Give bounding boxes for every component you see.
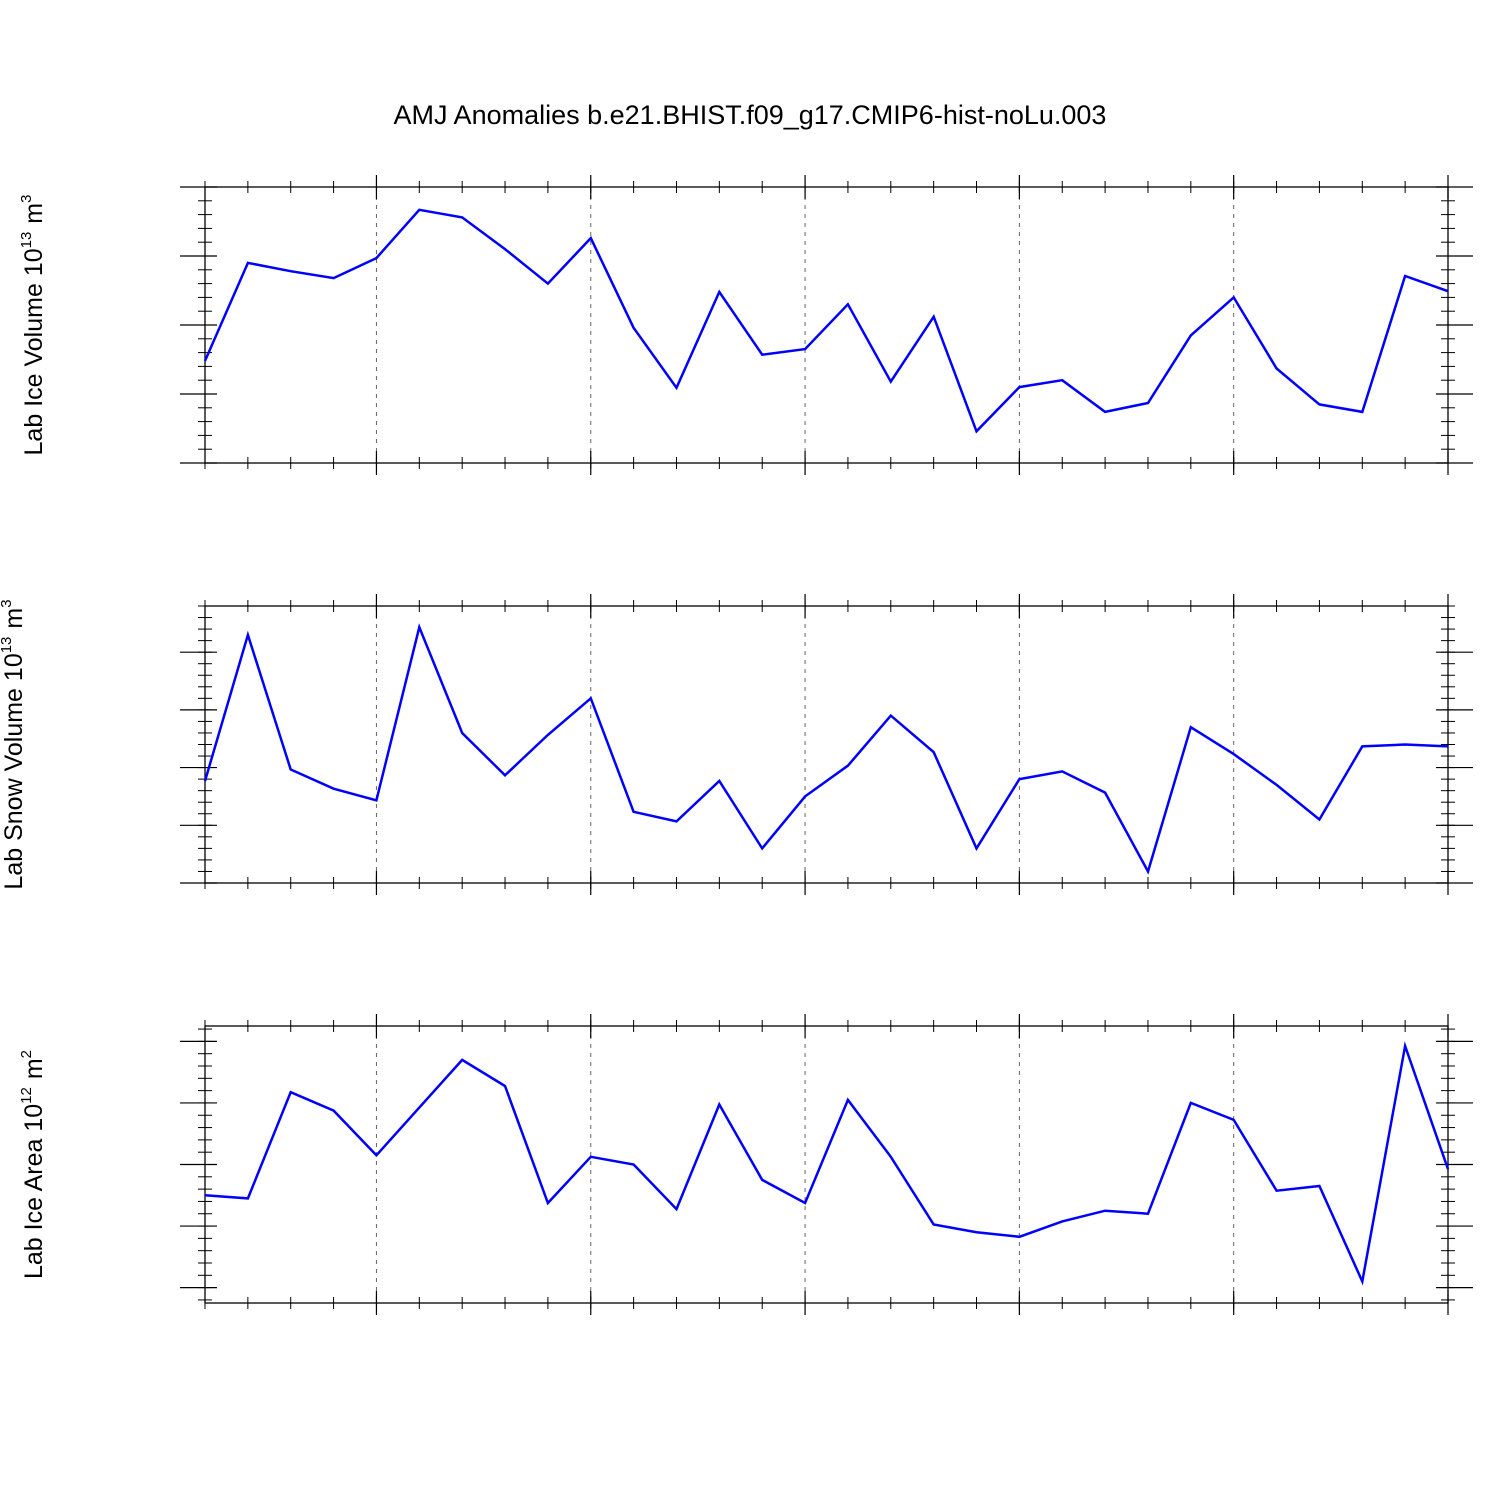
series-line (204, 1041, 1450, 1286)
chart-panel-3: Lab Ice Area 1012 m2 (18, 1014, 1473, 1315)
y-axis-label: Lab Ice Volume 1013 m3 (18, 195, 48, 456)
figure-title: AMJ Anomalies b.e21.BHIST.f09_g17.CMIP6-… (394, 100, 1107, 130)
plot-frame (204, 605, 1449, 884)
y-axis-label-ylabel-exp: 13 (18, 232, 35, 249)
y-axis-label: Lab Ice Area 1012 m2 (18, 1050, 48, 1279)
y-axis-label-ylabel-exp: 13 (0, 637, 15, 654)
y-axis-label-ylabel-unit-exp: 2 (18, 1050, 35, 1058)
chart-panel-1: Lab Ice Volume 1013 m3 (18, 175, 1473, 475)
chart-panel-2: Lab Snow Volume 1013 m3 (0, 594, 1473, 895)
y-axis-label-ylabel: Lab Snow Volume 10 (0, 653, 28, 889)
y-axis-label-ylabel: Lab Ice Area 10 (20, 1104, 48, 1279)
y-axis-label-ylabel-exp: 12 (18, 1087, 35, 1104)
y-axis-label-ylabel-unit-exp: 3 (0, 599, 15, 607)
y-axis-label-ylabel-unit: m (0, 608, 28, 629)
y-axis-label-ylabel-unit: m (20, 1058, 48, 1079)
y-axis-label-ylabel-unit: m (20, 203, 48, 224)
plot-frame (204, 1025, 1449, 1304)
y-axis-label-ylabel-unit-exp: 3 (18, 195, 35, 203)
series-line (203, 623, 1449, 875)
series-line (203, 208, 1449, 434)
plot-frame (204, 186, 1449, 464)
y-axis-label: Lab Snow Volume 1013 m3 (0, 599, 28, 889)
y-axis-label-ylabel: Lab Ice Volume 10 (20, 248, 48, 455)
